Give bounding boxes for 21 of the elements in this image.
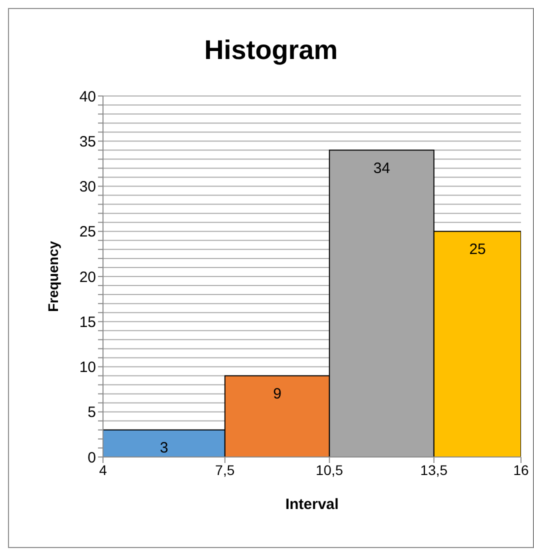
chart-title: Histogram (203, 35, 339, 66)
y-tick-label: 25 (79, 224, 96, 241)
data-label: 34 (373, 160, 390, 177)
y-tick-label: 40 (79, 88, 96, 106)
y-tick-label: 35 (79, 133, 96, 150)
x-tick-label: 4 (99, 462, 108, 478)
x-axis-title: Interval (285, 496, 339, 513)
y-tick-label: 15 (79, 314, 96, 331)
y-axis-title: Frequency (44, 240, 61, 312)
x-tick-label: 16 (513, 462, 529, 478)
x-tick-label: 13,5 (420, 462, 448, 478)
data-label: 9 (273, 385, 282, 402)
x-tick-label: 10,5 (316, 462, 344, 478)
y-tick-label: 10 (79, 359, 96, 376)
data-label: 3 (160, 440, 168, 457)
y-tick-label: 0 (88, 449, 96, 466)
y-tick-label: 20 (79, 268, 96, 286)
data-label: 25 (469, 241, 486, 258)
y-tick-label: 5 (88, 404, 96, 422)
y-tick-label: 30 (79, 178, 96, 196)
x-tick-label: 7,5 (215, 462, 235, 478)
